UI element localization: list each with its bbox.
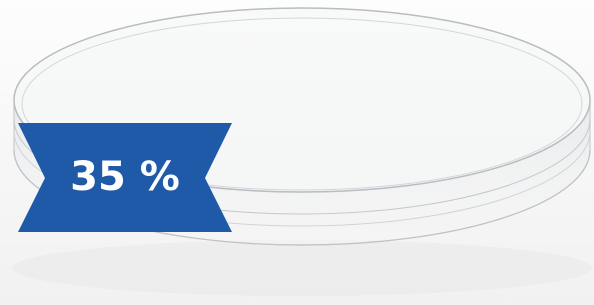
discount-badge: 35 % <box>18 123 232 232</box>
page: {"badge": {"text": "35 %"}} 35 % (() => … <box>0 0 594 305</box>
product-image: 35 % <box>0 0 594 305</box>
badge-text: 35 % <box>70 154 180 200</box>
